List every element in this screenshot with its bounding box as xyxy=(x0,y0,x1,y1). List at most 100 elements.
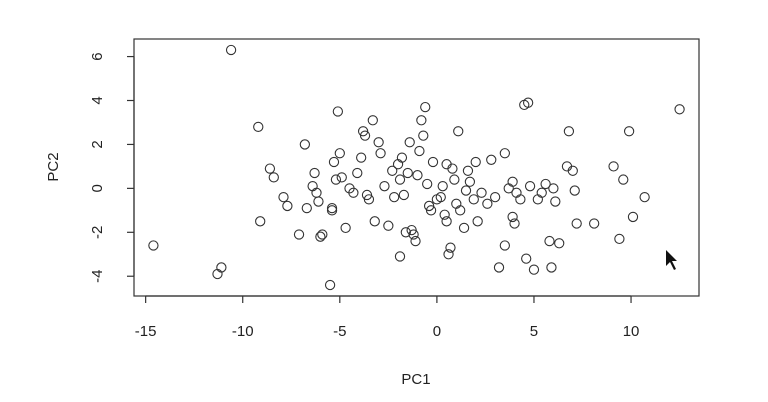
point xyxy=(255,216,266,227)
point xyxy=(536,187,547,198)
point xyxy=(449,174,460,185)
point xyxy=(414,145,425,157)
point xyxy=(522,97,534,108)
point xyxy=(394,174,406,185)
point xyxy=(394,251,406,262)
point xyxy=(623,126,635,137)
point xyxy=(563,126,575,137)
point xyxy=(332,106,344,117)
y-tick-label: 4 xyxy=(89,96,106,104)
point xyxy=(528,264,540,275)
point xyxy=(455,205,466,216)
point xyxy=(441,216,452,227)
point xyxy=(264,163,276,174)
point xyxy=(507,211,518,223)
point xyxy=(425,205,437,216)
point xyxy=(608,161,619,172)
point xyxy=(614,233,625,245)
point xyxy=(548,183,559,194)
point xyxy=(363,194,375,205)
point xyxy=(509,218,520,229)
point xyxy=(356,152,367,163)
x-tick-label: -15 xyxy=(135,323,157,340)
point xyxy=(348,187,359,198)
point xyxy=(313,196,324,207)
point xyxy=(379,181,390,192)
point xyxy=(476,187,487,198)
x-tick-label: 0 xyxy=(433,323,441,340)
point xyxy=(489,192,501,203)
x-tick-label: 10 xyxy=(623,323,640,340)
x-tick-label: 5 xyxy=(530,323,538,340)
x-tick-label: -10 xyxy=(232,323,254,340)
point xyxy=(309,167,320,179)
point xyxy=(359,130,371,141)
point xyxy=(546,262,557,273)
point xyxy=(326,205,338,216)
point xyxy=(402,167,413,179)
point xyxy=(367,115,378,126)
point xyxy=(472,216,483,227)
point xyxy=(268,172,279,183)
point xyxy=(369,216,380,227)
point xyxy=(441,159,452,170)
point xyxy=(396,152,408,163)
point xyxy=(437,181,448,192)
point xyxy=(589,218,600,229)
point xyxy=(639,192,650,203)
y-tick-label: 6 xyxy=(89,52,106,60)
point xyxy=(486,154,497,165)
point xyxy=(445,242,456,253)
point xyxy=(507,176,518,187)
point xyxy=(571,218,582,229)
point xyxy=(212,268,223,280)
point xyxy=(148,240,159,251)
point xyxy=(524,181,536,192)
point xyxy=(443,249,454,260)
point xyxy=(674,104,685,115)
point xyxy=(340,222,351,234)
plot-box xyxy=(133,38,700,297)
point xyxy=(462,165,474,176)
point xyxy=(550,196,561,207)
point xyxy=(435,192,446,203)
point xyxy=(225,44,237,56)
point xyxy=(282,200,293,212)
point xyxy=(470,156,481,168)
point xyxy=(352,167,363,179)
point xyxy=(544,235,555,247)
point xyxy=(324,279,336,291)
point xyxy=(627,211,639,223)
point xyxy=(293,229,305,240)
point xyxy=(418,130,429,141)
point xyxy=(458,222,470,234)
point xyxy=(618,174,629,185)
point xyxy=(427,156,439,168)
point xyxy=(387,165,398,176)
point xyxy=(375,148,386,159)
point xyxy=(468,194,479,205)
point xyxy=(410,235,421,247)
point xyxy=(453,126,464,137)
point xyxy=(317,229,328,240)
y-axis-label: PC2 xyxy=(45,152,62,181)
point xyxy=(328,156,340,168)
y-tick-label: 2 xyxy=(89,140,106,148)
point xyxy=(404,137,415,148)
cursor xyxy=(666,250,677,270)
point xyxy=(389,192,400,203)
point xyxy=(301,202,312,214)
point xyxy=(540,178,551,190)
point xyxy=(330,174,342,185)
y-tick-label: -4 xyxy=(89,270,106,283)
point xyxy=(398,189,410,201)
point xyxy=(439,209,450,220)
x-tick-label: -5 xyxy=(333,323,346,340)
point xyxy=(482,198,493,209)
point xyxy=(521,253,532,264)
point xyxy=(408,229,419,240)
point xyxy=(383,220,394,231)
point xyxy=(420,101,431,113)
